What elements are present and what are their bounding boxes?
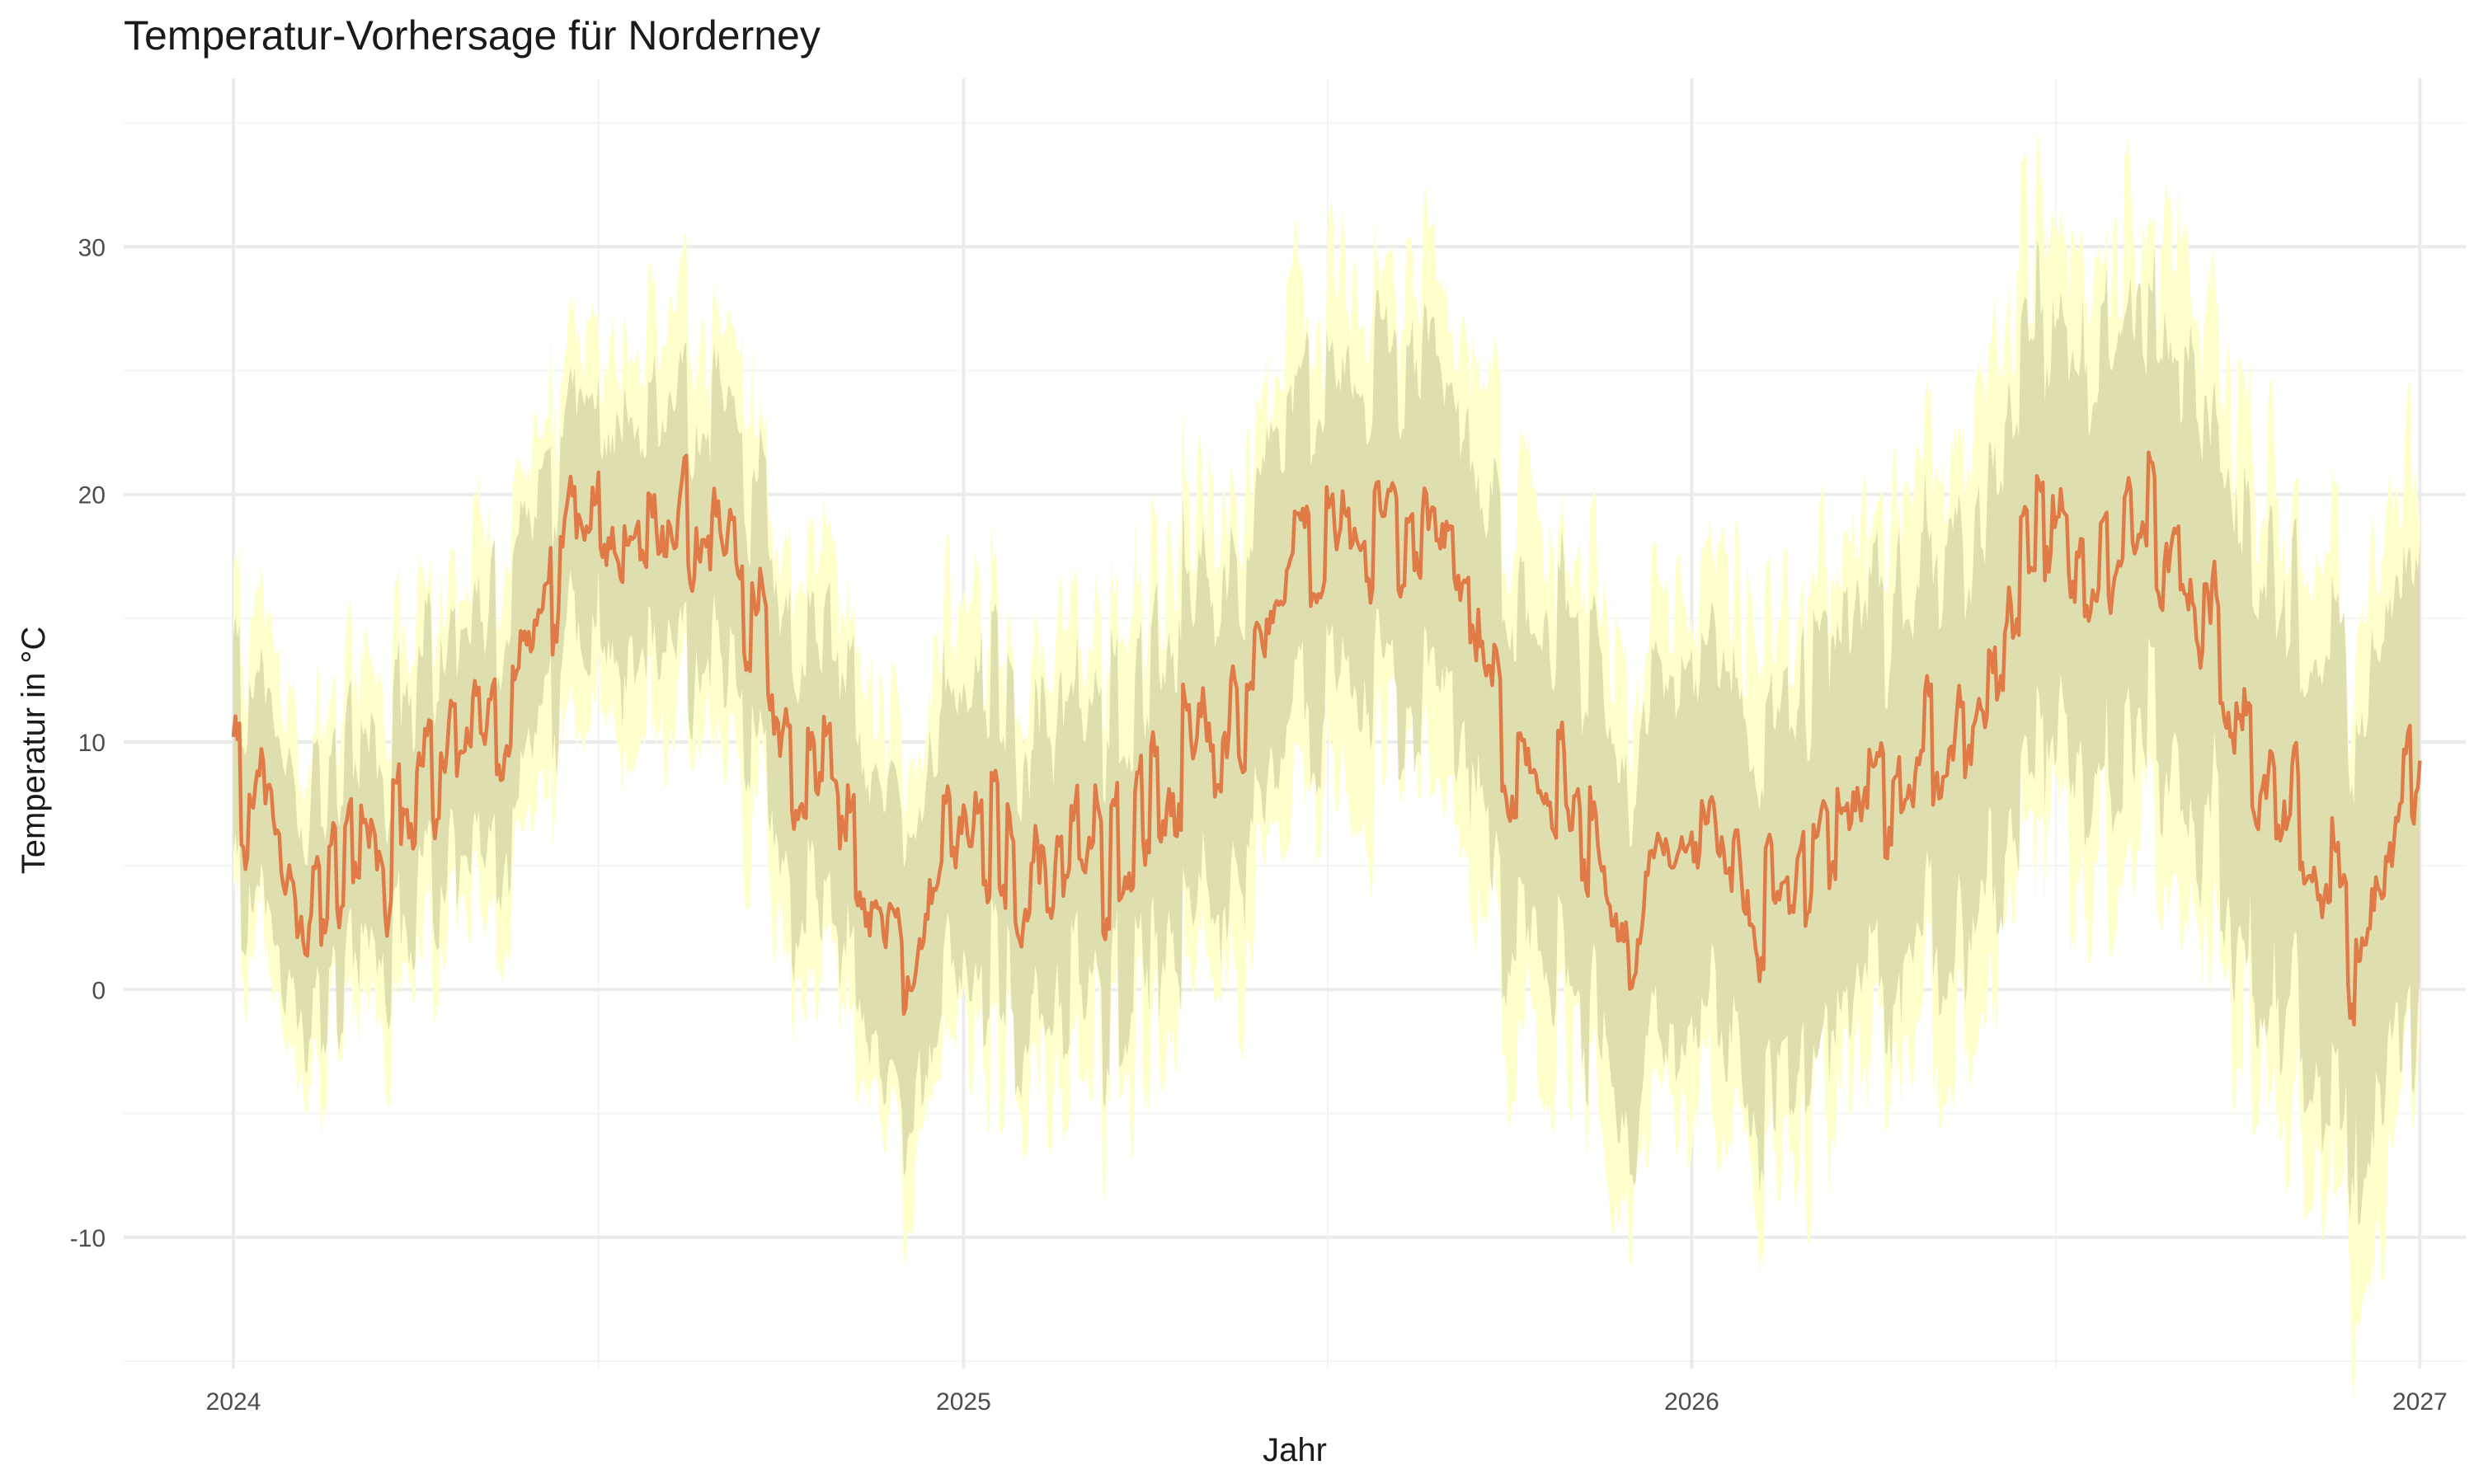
y-axis-title: Temperatur in °C	[16, 627, 52, 875]
y-tick-label: 10	[78, 730, 106, 757]
x-axis-title: Jahr	[1263, 1432, 1327, 1468]
x-tick-label: 2024	[206, 1388, 261, 1416]
y-tick-label: 0	[92, 977, 106, 1004]
x-tick-label: 2025	[936, 1388, 991, 1416]
chart-title: Temperatur-Vorhersage für Norderney	[124, 12, 821, 59]
y-tick-label: 30	[78, 234, 106, 261]
tick-labels: -10 0 10 20 30 2024 2025 2026 2027	[70, 234, 2448, 1416]
y-tick-label: -10	[70, 1225, 106, 1252]
band-layer	[233, 134, 2420, 1402]
forecast-line	[231, 450, 2422, 1027]
line-layer	[231, 450, 2422, 1027]
x-tick-label: 2026	[1664, 1388, 1719, 1416]
y-tick-label: 20	[78, 482, 106, 510]
x-tick-label: 2027	[2392, 1388, 2448, 1416]
inner-uncertainty-band	[233, 241, 2420, 1224]
